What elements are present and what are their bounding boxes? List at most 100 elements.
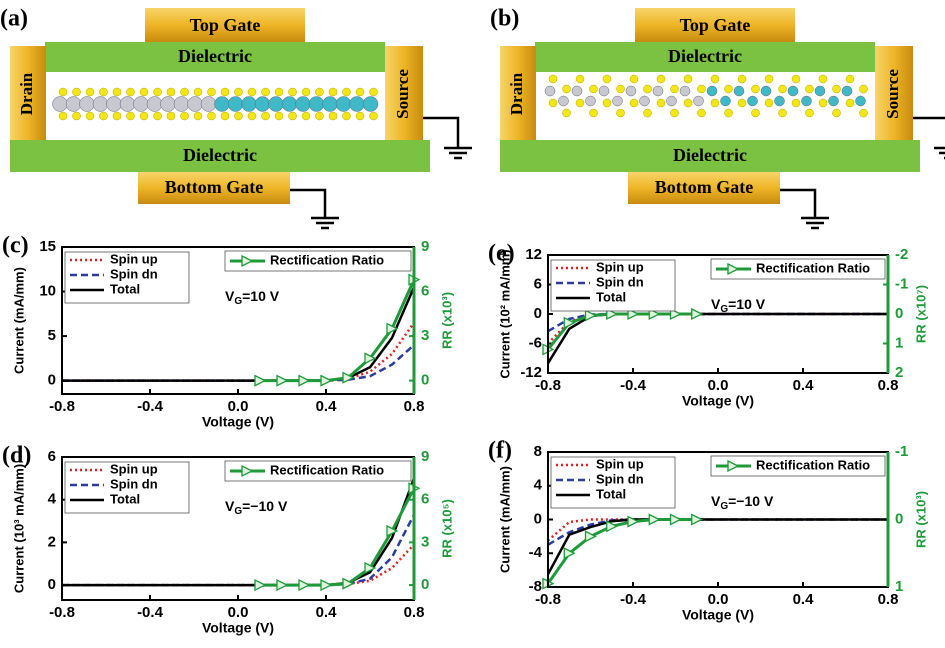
figure: (a)Top GateDielectricDrainSourceDielectr… (0, 0, 945, 648)
atom-s (630, 75, 638, 83)
legend-label: Rectification Ratio (270, 252, 384, 267)
atom-s (698, 109, 706, 117)
atom-s (590, 109, 598, 117)
atom (107, 97, 122, 112)
x-tick-label: -0.4 (137, 604, 164, 621)
atom (188, 97, 203, 112)
atom-s (194, 112, 202, 120)
drain-label: Drain (507, 72, 526, 115)
atom-s (549, 99, 557, 107)
atom-s (644, 109, 652, 117)
marker (628, 517, 638, 527)
annotation-rest: =−10 V (242, 498, 288, 514)
y-tick-label: 10 (39, 283, 56, 300)
atom (282, 97, 297, 112)
x-tick-label: -0.8 (49, 398, 75, 415)
atom-s (248, 112, 256, 120)
x-tick-label: 0.8 (404, 604, 425, 621)
atom-s (806, 109, 814, 117)
legend-label: Rectification Ratio (756, 457, 870, 472)
atom-s (563, 85, 571, 93)
marker (692, 515, 702, 525)
atom-s (343, 112, 351, 120)
atom (707, 86, 717, 96)
atom-s (819, 75, 827, 83)
legend-label: Spin dn (596, 471, 644, 486)
atom-s (208, 88, 216, 96)
atom-s (86, 112, 94, 120)
atom (161, 97, 176, 112)
atom (255, 97, 270, 112)
atom-s (860, 85, 868, 93)
marker (586, 531, 596, 541)
atom (572, 86, 582, 96)
atom-s (846, 75, 854, 83)
atom (626, 86, 636, 96)
atom-s (549, 75, 557, 83)
y2-axis-label: RR (x10⁷) (913, 285, 928, 343)
series-line (548, 314, 888, 363)
atom-s (711, 75, 719, 83)
atom (66, 97, 81, 112)
atom-s (576, 99, 584, 107)
panel-label: (b) (490, 6, 519, 32)
atom-s (738, 99, 746, 107)
x-tick-label: -0.4 (620, 591, 647, 608)
atom-s (738, 75, 746, 83)
atom-s (113, 88, 121, 96)
atom-s (235, 112, 243, 120)
annotation-rest: =10 V (242, 288, 280, 304)
atom (201, 97, 216, 112)
atom-s (73, 112, 81, 120)
atom-s (617, 109, 625, 117)
atom (309, 97, 324, 112)
atom (545, 86, 555, 96)
atom (680, 86, 690, 96)
atom-s (262, 112, 270, 120)
atom (559, 96, 569, 106)
atom (788, 86, 798, 96)
y-tick-label: 4 (48, 491, 57, 508)
chart: (e)-12-60612-2-1012-0.8-0.40.00.40.8Volt… (488, 241, 928, 409)
atom (228, 97, 243, 112)
atom (350, 97, 365, 112)
x-axis-label: Voltage (V) (202, 620, 274, 636)
atom-s (140, 88, 148, 96)
legend-label: Total (110, 491, 140, 506)
x-tick-label: 0.0 (708, 591, 729, 608)
marker (277, 376, 287, 386)
atom (599, 86, 609, 96)
y2-tick-label: 6 (421, 491, 429, 508)
atom-s (779, 85, 787, 93)
y-tick-label: 12 (525, 246, 542, 263)
x-tick-label: -0.4 (620, 377, 647, 394)
y2-tick-label: 1 (895, 334, 903, 351)
marker (255, 376, 265, 386)
atom-s (343, 88, 351, 96)
panel-label: (f) (488, 438, 512, 464)
chart: (d)02460369-0.8-0.40.00.40.8Voltage (V)C… (2, 443, 454, 636)
atom (613, 96, 623, 106)
atom-s (698, 85, 706, 93)
y-tick-label: 15 (39, 238, 56, 255)
x-axis-label: Voltage (V) (682, 607, 754, 623)
y-tick-label: 4 (534, 477, 543, 494)
y2-tick-label: 0 (421, 372, 429, 389)
atom-s (154, 112, 162, 120)
x-axis-label: Voltage (V) (202, 414, 274, 430)
atom (296, 97, 311, 112)
x-tick-label: 0.8 (878, 377, 899, 394)
legend-label: Total (110, 281, 140, 296)
atom (93, 97, 108, 112)
wire (290, 190, 325, 218)
panel-label: (c) (2, 233, 29, 259)
atom (761, 86, 771, 96)
atom (53, 97, 68, 112)
marker (649, 515, 659, 525)
series-line (62, 545, 414, 586)
x-tick-label: -0.8 (535, 377, 561, 394)
x-tick-label: 0.0 (228, 398, 249, 415)
annotation: VG=10 V (711, 296, 766, 315)
atom (174, 97, 189, 112)
y-tick-label: 6 (534, 275, 542, 292)
